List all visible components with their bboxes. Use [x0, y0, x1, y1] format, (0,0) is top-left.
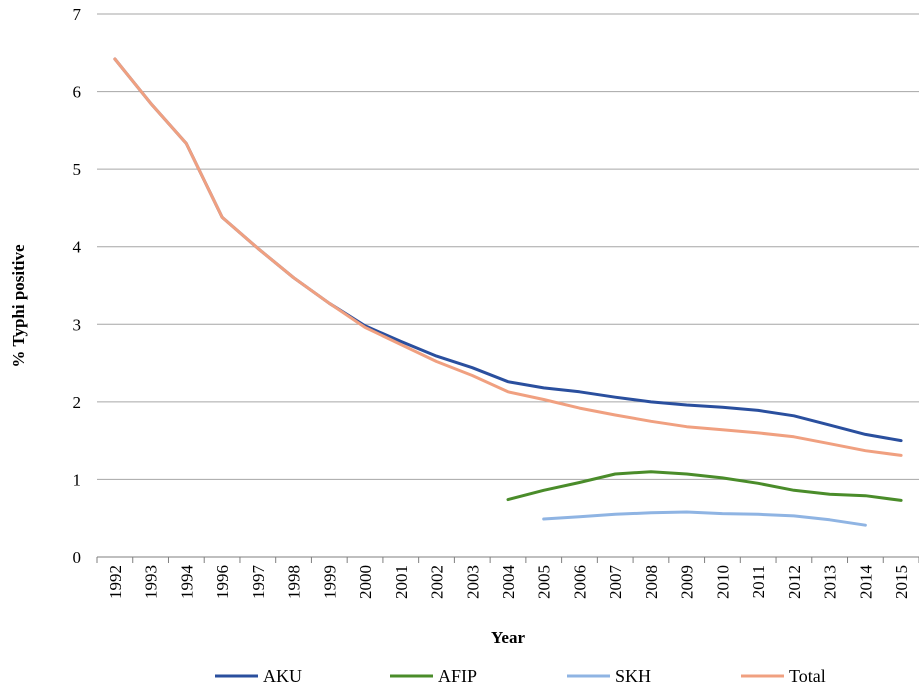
y-tick-label: 5: [73, 160, 82, 179]
x-tick-label: 2000: [356, 565, 375, 599]
y-tick-label: 2: [73, 393, 82, 412]
x-tick-label: 2015: [892, 565, 911, 599]
x-tick-label: 1994: [177, 565, 196, 600]
x-tick-label: 2009: [678, 565, 697, 599]
y-tick-label: 6: [73, 83, 82, 102]
y-tick-label: 3: [73, 315, 82, 334]
x-tick-label: 2008: [642, 565, 661, 599]
x-tick-label: 1997: [249, 565, 268, 600]
y-axis-ticks: 0 1 2 3 4 5 6 7: [73, 5, 82, 567]
legend-label-afip: AFIP: [438, 666, 477, 686]
x-tick-label: 2010: [713, 565, 732, 599]
x-tick-label: 2014: [856, 565, 875, 600]
x-tick-label: 2005: [535, 565, 554, 599]
x-tick-label: 2013: [821, 565, 840, 599]
series-lines: [113, 57, 903, 527]
x-tick-label: 2006: [570, 565, 589, 599]
y-tick-label: 0: [73, 548, 82, 567]
legend: AKU AFIP SKH Total: [215, 666, 826, 686]
series-line-afip: [506, 470, 903, 502]
x-tick-label: 2012: [785, 565, 804, 599]
x-tick-label: 1992: [106, 565, 125, 599]
legend-label-aku: AKU: [263, 666, 302, 686]
x-tick-label: 2002: [428, 565, 447, 599]
y-tick-label: 4: [73, 238, 82, 257]
x-tick-label: 2007: [606, 565, 625, 600]
x-tick-label: 1993: [142, 565, 161, 599]
x-tick-label: 2003: [463, 565, 482, 599]
x-tick-label: 1998: [285, 565, 304, 599]
series-line-aku: [113, 57, 903, 443]
x-tick-label: 2011: [749, 565, 768, 598]
x-tick-label: 2001: [392, 565, 411, 599]
y-tick-label: 7: [73, 5, 82, 24]
legend-label-total: Total: [789, 666, 826, 686]
y-tick-label: 1: [73, 470, 82, 489]
x-axis-title: Year: [491, 628, 525, 647]
x-tick-label: 1996: [213, 565, 232, 599]
x-tick-label: 1999: [320, 565, 339, 599]
series-line-skh: [542, 510, 867, 527]
series-line-total: [113, 57, 903, 457]
gridlines: [97, 13, 919, 480]
legend-label-skh: SKH: [615, 666, 651, 686]
x-tick-label: 2004: [499, 565, 518, 600]
y-axis-title: % Typhi positive: [9, 244, 28, 368]
x-axis: 1992 1993 1994 1996 1997 1998 1999 2000 2001 2002…: [96, 556, 919, 600]
